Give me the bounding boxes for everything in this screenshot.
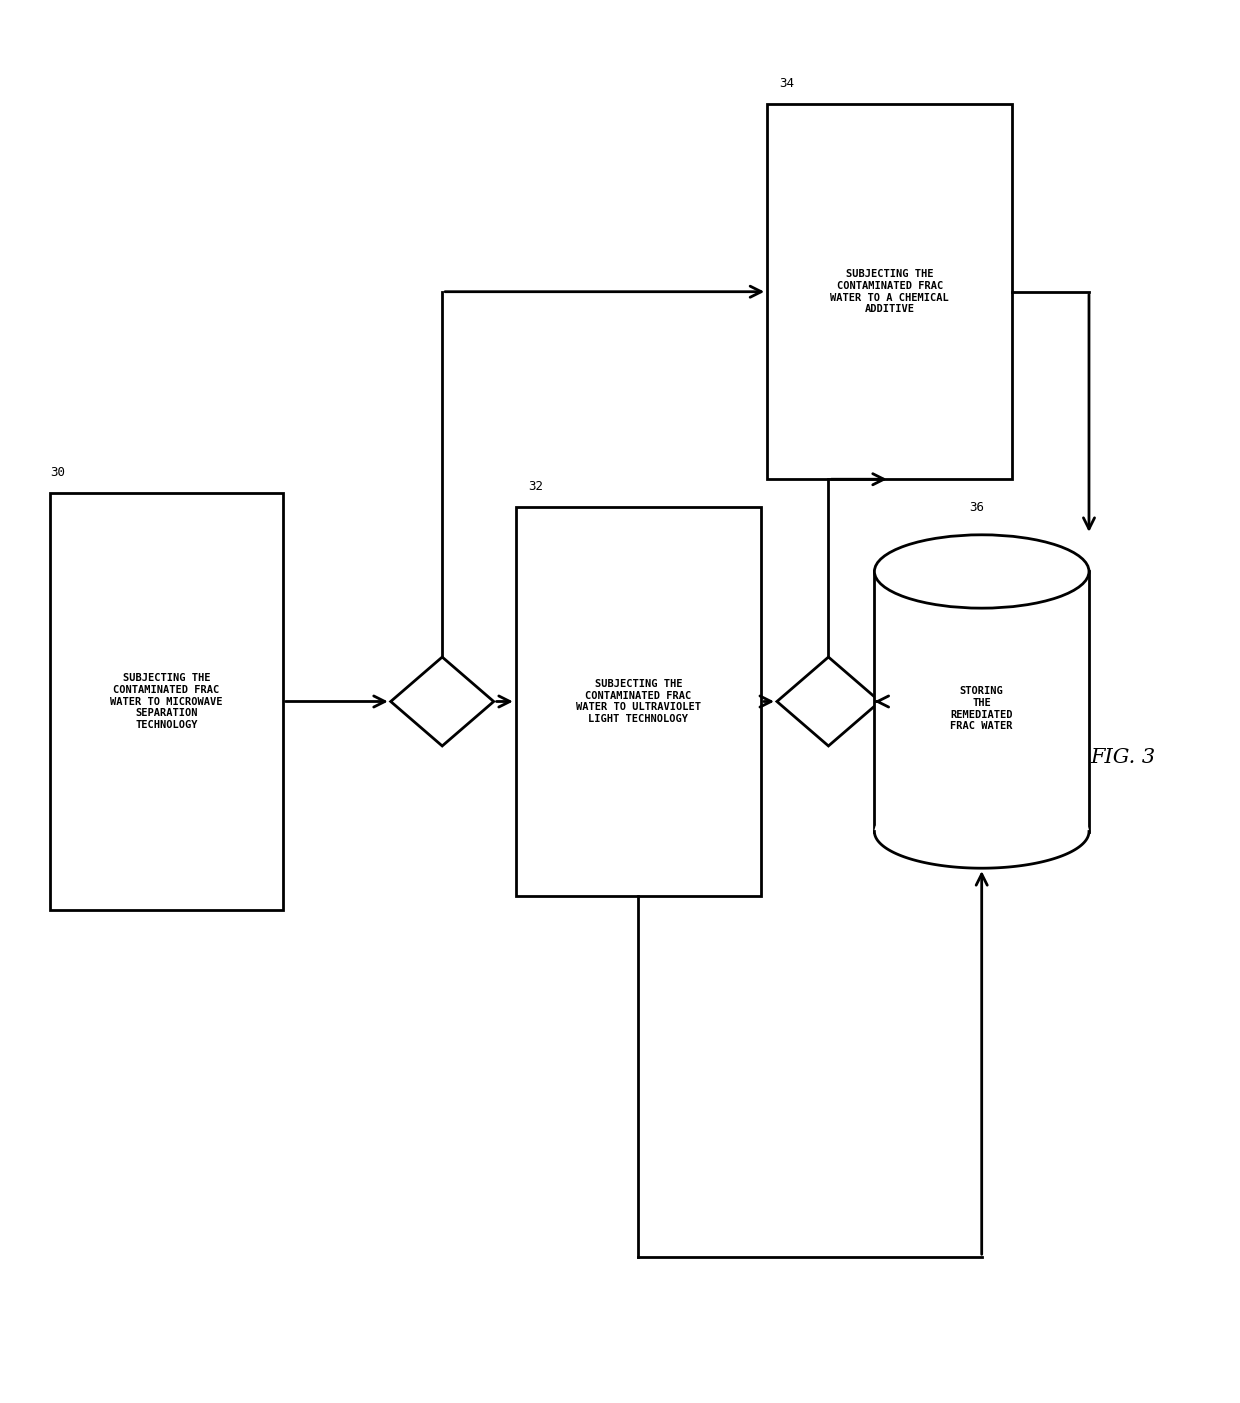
Bar bbox=[50, 492, 283, 911]
Text: 30: 30 bbox=[50, 466, 64, 480]
Text: STORING
THE
REMEDIATED
FRAC WATER: STORING THE REMEDIATED FRAC WATER bbox=[950, 686, 1013, 731]
Text: SUBJECTING THE
CONTAMINATED FRAC
WATER TO ULTRAVIOLET
LIGHT TECHNOLOGY: SUBJECTING THE CONTAMINATED FRAC WATER T… bbox=[575, 679, 701, 724]
Bar bbox=[516, 506, 761, 897]
Polygon shape bbox=[391, 657, 494, 746]
Text: 34: 34 bbox=[780, 77, 795, 90]
Text: 32: 32 bbox=[528, 480, 543, 492]
Ellipse shape bbox=[874, 796, 1089, 868]
Text: SUBJECTING THE
CONTAMINATED FRAC
WATER TO MICROWAVE
SEPARATION
TECHNOLOGY: SUBJECTING THE CONTAMINATED FRAC WATER T… bbox=[110, 673, 223, 730]
Bar bbox=[768, 104, 1012, 480]
Polygon shape bbox=[777, 657, 880, 746]
Text: 36: 36 bbox=[970, 501, 985, 513]
Bar bbox=[874, 571, 1089, 832]
Text: FIG. 3: FIG. 3 bbox=[1090, 748, 1156, 766]
Text: SUBJECTING THE
CONTAMINATED FRAC
WATER TO A CHEMICAL
ADDITIVE: SUBJECTING THE CONTAMINATED FRAC WATER T… bbox=[831, 269, 949, 314]
Ellipse shape bbox=[874, 535, 1089, 607]
